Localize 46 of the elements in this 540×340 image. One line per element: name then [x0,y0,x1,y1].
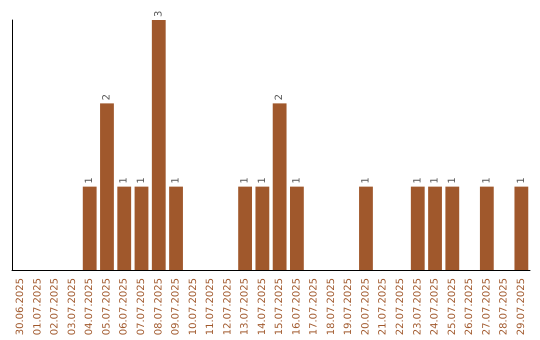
data-label: 1 [84,177,96,184]
x-tick-label: 05.07.2025 [101,278,112,336]
x-tick-label: 08.07.2025 [153,278,164,336]
x-tick-label: 09.07.2025 [170,278,182,336]
x-tick-label: 01.07.2025 [32,278,44,336]
data-label: 1 [360,177,372,184]
x-tick-label: 20.07.2025 [360,278,372,336]
x-tick-label: 26.07.2025 [464,278,476,336]
x-tick-label: 04.07.2025 [84,278,96,336]
x-tick-label: 07.07.2025 [136,278,147,336]
x-tick-label: 18.07.2025 [326,278,337,336]
x-tick-label: 23.07.2025 [412,278,424,336]
x-tick-label: 12.07.2025 [222,278,234,336]
x-tick-label: 17.07.2025 [308,278,320,336]
x-tick-label: 21.07.2025 [378,278,389,336]
data-label: 3 [153,10,164,17]
data-label: 1 [481,177,492,184]
x-tick-label: 25.07.2025 [446,278,458,336]
x-tick-label: 10.07.2025 [188,278,199,336]
data-label: 1 [118,177,130,184]
data-label: 1 [136,177,147,184]
x-tick-label: 27.07.2025 [481,278,492,336]
data-label: 1 [256,177,268,184]
x-tick-label: 03.07.2025 [66,278,78,336]
x-tick-label: 14.07.2025 [256,278,268,336]
x-tick-label: 19.07.2025 [343,278,354,336]
data-label: 1 [430,177,441,184]
data-label: 2 [101,94,112,100]
data-label: 1 [170,177,182,184]
data-label: 1 [412,177,424,184]
data-label: 1 [240,177,251,184]
x-tick-label: 24.07.2025 [430,278,441,336]
data-label: 1 [516,177,527,184]
data-label: 1 [291,177,302,184]
x-tick-label: 22.07.2025 [395,278,406,336]
data-label: 1 [446,177,458,184]
x-tick-label: 06.07.2025 [118,278,130,336]
x-tick-label: 13.07.2025 [240,278,251,336]
x-tick-label: 16.07.2025 [291,278,302,336]
x-tick-label: 28.07.2025 [498,278,510,336]
data-label: 2 [274,94,286,100]
x-tick-label: 30.06.2025 [15,278,26,336]
x-tick-label: 11.07.2025 [205,278,216,336]
x-tick-label: 15.07.2025 [274,278,286,336]
x-tick-label: 29.07.2025 [516,278,527,336]
x-tick-label: 02.07.2025 [50,278,61,336]
